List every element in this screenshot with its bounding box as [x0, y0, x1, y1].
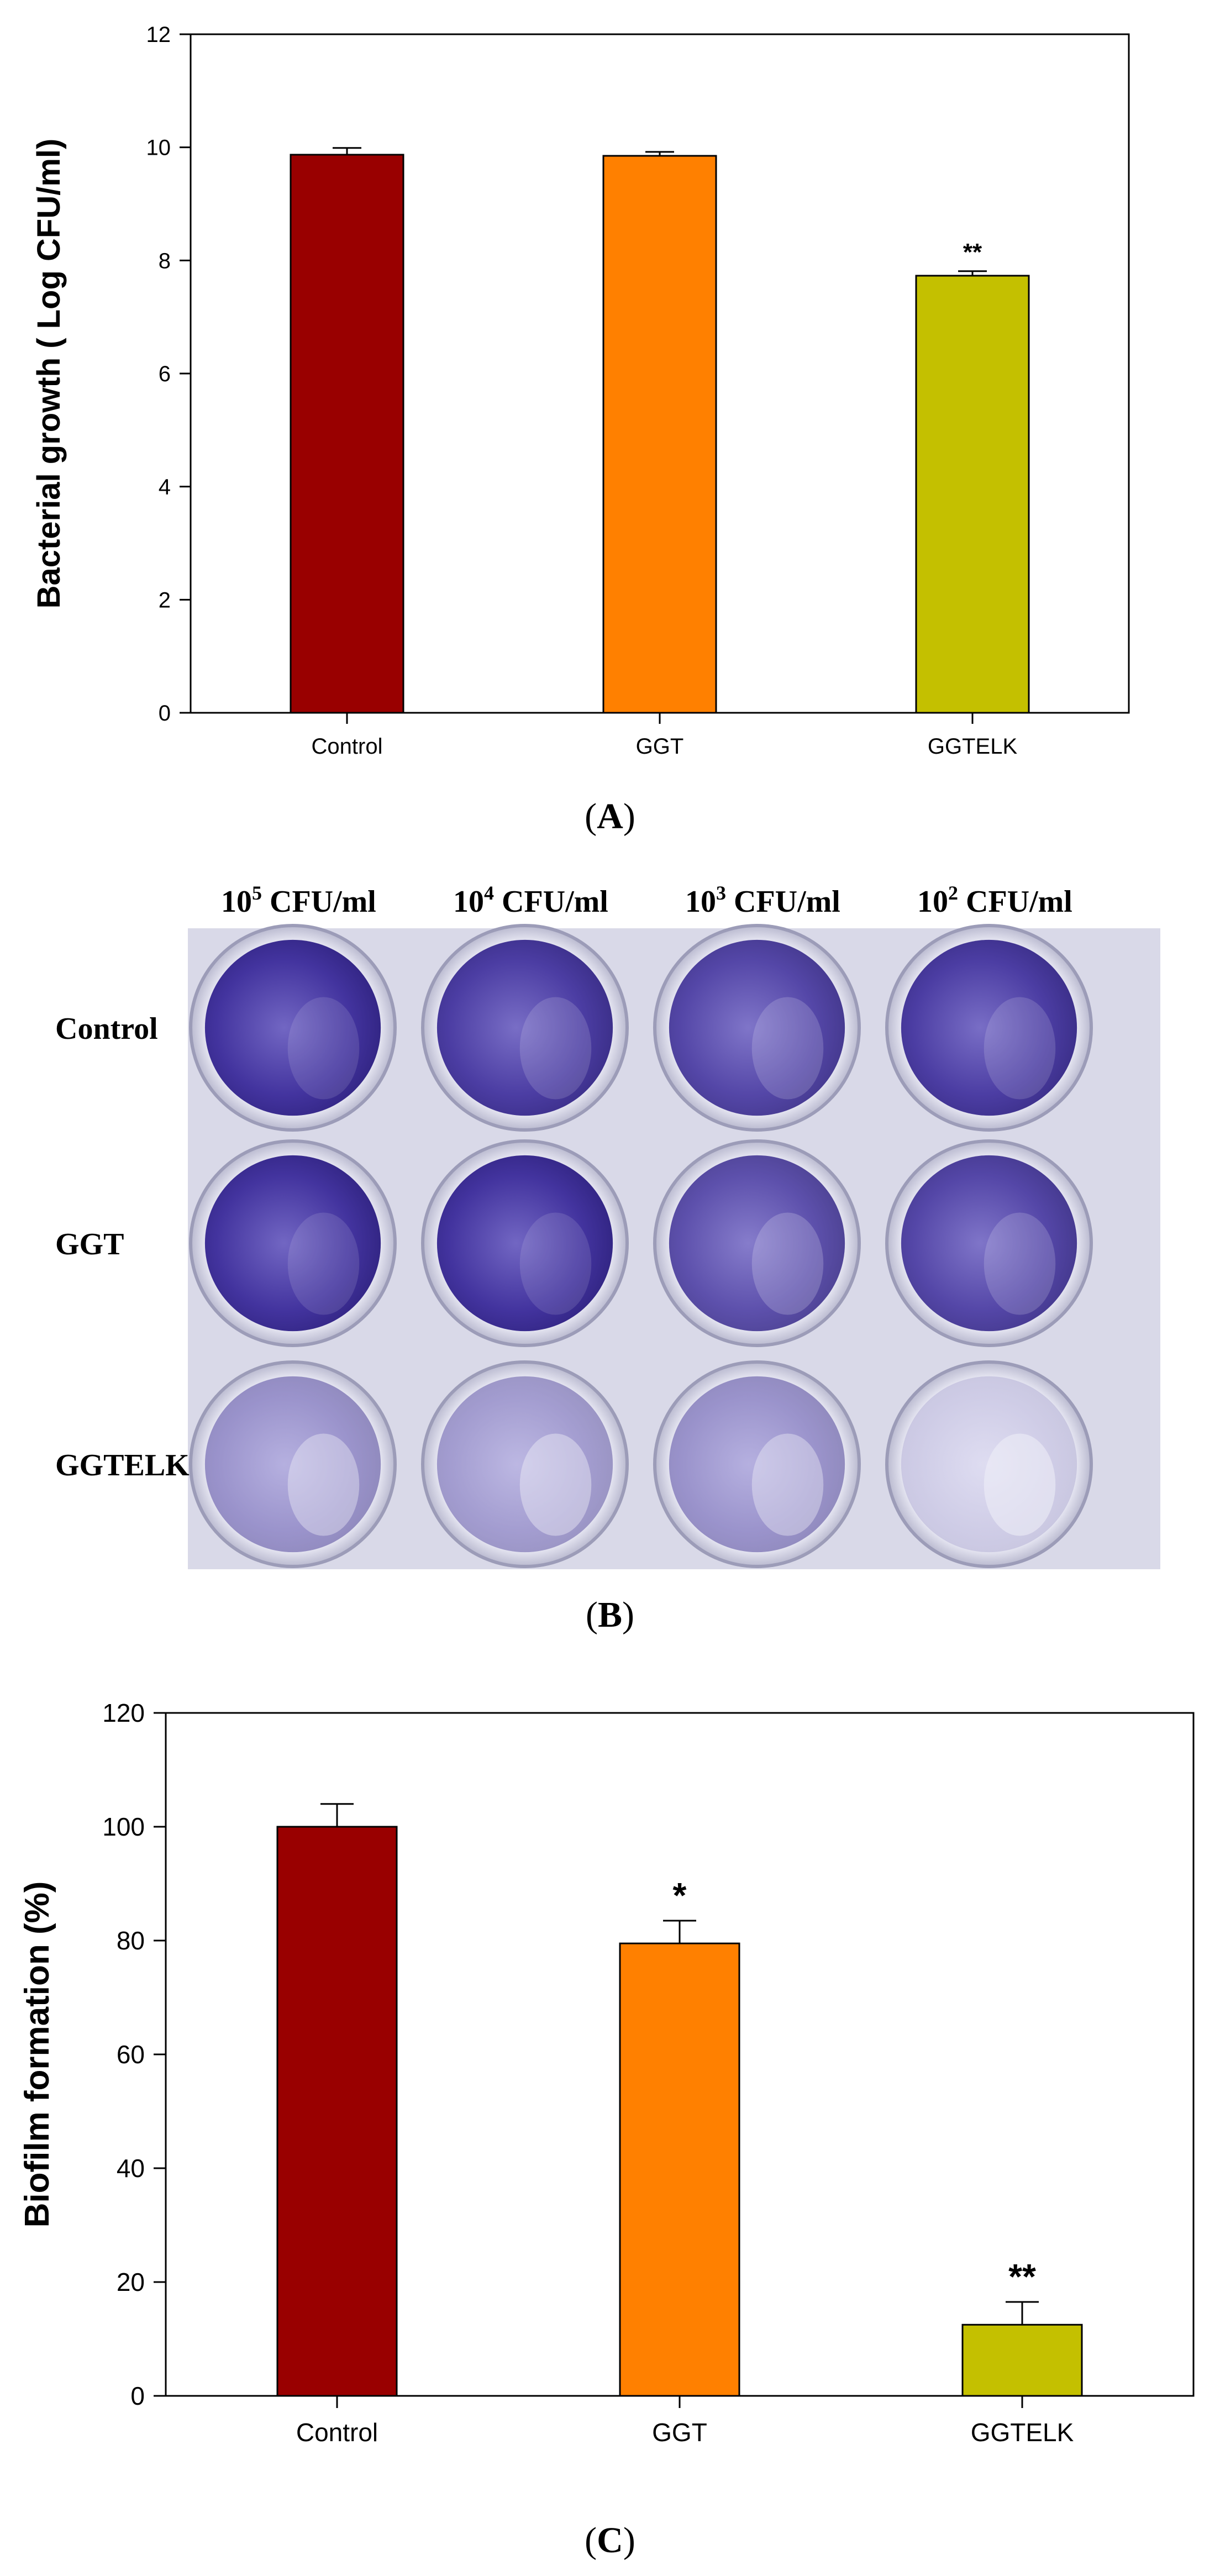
y-tick-label: 0: [159, 701, 171, 726]
well: [421, 1360, 629, 1568]
x-tick-label: GGTELK: [971, 2418, 1074, 2447]
y-tick-label: 20: [117, 2268, 145, 2296]
well: [885, 1139, 1093, 1347]
y-tick-label: 6: [159, 362, 171, 386]
row-header: GGT: [55, 1227, 124, 1261]
panel-label-b: (B): [586, 1595, 634, 1635]
well: [421, 924, 629, 1132]
well: [653, 1139, 861, 1347]
y-tick-label: 2: [159, 588, 171, 612]
x-tick-label: GGTELK: [928, 734, 1018, 759]
column-header: 104 CFU/ml: [453, 882, 608, 919]
bar-ggtelk: [961, 2323, 1083, 2397]
y-tick-label: 80: [117, 1926, 145, 1955]
column-header: 105 CFU/ml: [221, 882, 376, 919]
y-tick-label: 12: [146, 23, 171, 47]
y-tick-label: 60: [117, 2040, 145, 2069]
significance-marker: *: [673, 1875, 687, 1915]
x-tick-label: Control: [296, 2418, 378, 2447]
y-tick-label: 0: [130, 2382, 145, 2410]
panel-label-c: (C): [585, 2520, 635, 2561]
panel-label-a: (A): [585, 796, 635, 837]
well: [421, 1139, 629, 1347]
bar-ggt: [602, 155, 717, 714]
y-tick-label: 10: [146, 136, 171, 160]
y-tick-label: 8: [159, 249, 171, 273]
y-tick-label: 120: [102, 1699, 145, 1727]
bar-ggtelk: [915, 275, 1030, 714]
significance-marker: **: [1008, 2257, 1036, 2296]
well: [885, 1360, 1093, 1568]
bar-ggt: [619, 1942, 740, 2397]
y-tick-label: 40: [117, 2154, 145, 2183]
well: [189, 924, 397, 1132]
x-tick-label: GGT: [636, 734, 684, 759]
row-header: Control: [55, 1012, 158, 1046]
x-tick-label: GGT: [652, 2418, 707, 2447]
y-tick-label: 100: [102, 1812, 145, 1841]
bar-control: [276, 1826, 398, 2397]
well: [885, 924, 1093, 1132]
column-header: 103 CFU/ml: [685, 882, 840, 919]
well: [653, 1360, 861, 1568]
row-header: GGTELK: [55, 1448, 190, 1482]
chart-a: 0 2 4 6 8 10 12 ** Control GGT GGTELK Bacterial …: [31, 23, 1130, 759]
well: [189, 1139, 397, 1347]
y-axis-label: Biofilm formation (%): [18, 1881, 56, 2228]
well: [189, 1360, 397, 1568]
bar-control: [290, 154, 404, 714]
x-tick-label: Control: [312, 734, 383, 759]
column-header: 102 CFU/ml: [917, 882, 1072, 919]
well: [653, 924, 861, 1132]
y-tick-label: 4: [159, 475, 171, 500]
significance-marker: **: [963, 239, 982, 266]
y-axis-label: Bacterial growth ( Log CFU/ml): [31, 139, 67, 609]
biofilm-plate-image: 105 CFU/ml 104 CFU/ml 103 CFU/ml 102 CFU/ml…: [55, 882, 1160, 1569]
